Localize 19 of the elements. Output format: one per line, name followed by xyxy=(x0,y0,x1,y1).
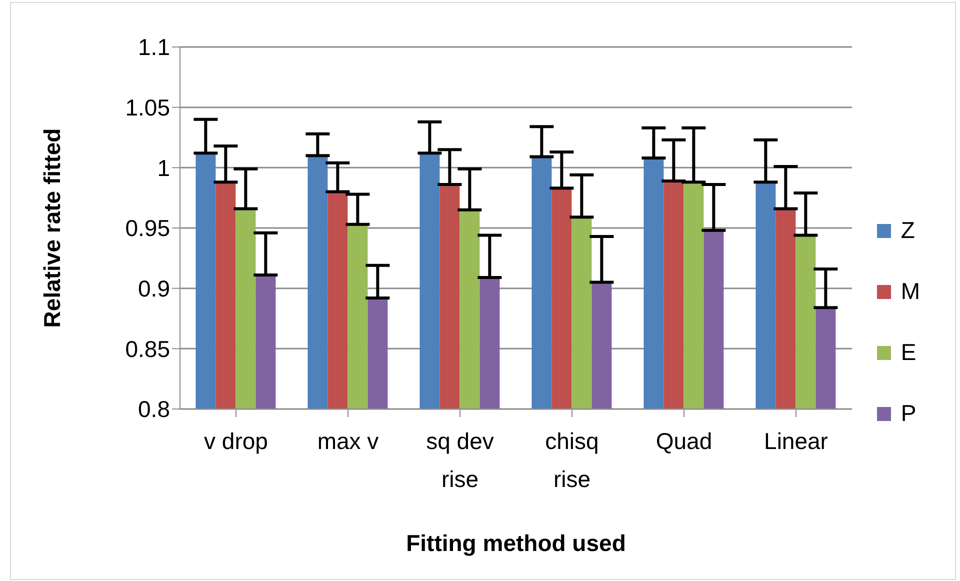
y-tick-label: 0.8 xyxy=(138,396,170,422)
legend-label: E xyxy=(900,339,916,366)
x-tick-label: chisq rise xyxy=(545,428,599,492)
y-tick-label: 0.95 xyxy=(125,215,170,242)
x-tick-label: Quad xyxy=(656,428,712,454)
y-tick-label: 0.85 xyxy=(125,336,170,362)
x-tick-label: Linear xyxy=(764,428,828,454)
x-tick-label: sq dev rise xyxy=(426,428,494,492)
x-tick-label: max v xyxy=(317,428,380,454)
y-tick-label: 1 xyxy=(157,154,170,181)
legend-label: Z xyxy=(900,217,915,244)
y-tick-label: 1.1 xyxy=(138,34,170,60)
x-axis-title: Fitting method used xyxy=(406,530,626,556)
y-axis-title: Relative rate fitted xyxy=(39,128,66,328)
y-tick-label: 0.9 xyxy=(138,276,170,302)
legend-label: M xyxy=(900,278,920,305)
legend-label: P xyxy=(900,400,916,427)
x-tick-label: v drop xyxy=(204,428,268,454)
y-tick-label: 1.05 xyxy=(125,94,170,120)
